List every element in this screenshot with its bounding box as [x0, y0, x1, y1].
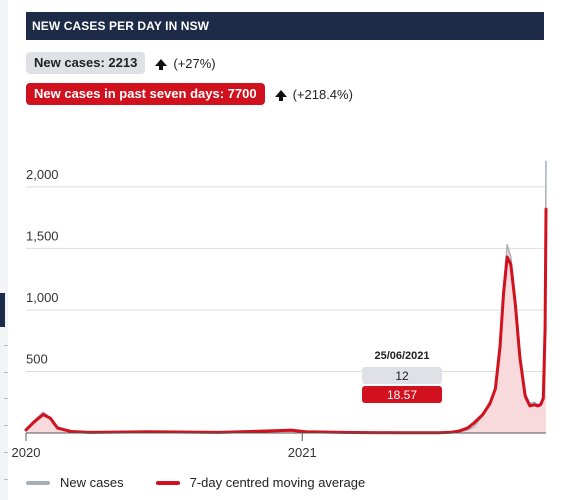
- legend-swatch-red: [155, 480, 180, 485]
- tooltip-average-box: [362, 386, 442, 403]
- seven-day-row: New cases in past seven days: 7700 (+218…: [26, 83, 353, 105]
- chart-axis: 500 1,000 1,500 2,000 2020 2021: [12, 167, 546, 460]
- x-tick-label: 2021: [288, 445, 317, 460]
- page-edge-tick: [4, 479, 8, 480]
- new-cases-line: [25, 160, 547, 434]
- legend-swatch-grey: [26, 480, 50, 485]
- new-cases-change-value: (+27%): [173, 55, 216, 71]
- y-tick-label: 500: [26, 351, 48, 366]
- seven-day-change-value: (+218.4%): [292, 86, 353, 102]
- tooltip-average: 18.57: [387, 388, 417, 402]
- chart-series-layer: [24, 160, 548, 435]
- x-tick-label: 2020: [12, 445, 41, 460]
- cases-line-chart[interactable]: 500 1,000 1,500 2,000 2020 2021 25/06/2021 12…: [0, 0, 562, 470]
- page-edge-tick: [4, 345, 8, 346]
- tooltip-new-cases: 12: [395, 369, 409, 383]
- new-cases-change: (+27%): [155, 55, 216, 71]
- page-edge-tick: [4, 425, 8, 426]
- seven-day-change: (+218.4%): [274, 86, 353, 102]
- tooltip-date: 25/06/2021: [374, 350, 429, 362]
- page-edge-tick: [4, 452, 8, 453]
- y-tick-label: 1,000: [26, 290, 59, 305]
- new-cases-badge: New cases: 2213: [26, 52, 146, 74]
- chart-grid: [26, 186, 546, 372]
- page-edge-tick: [4, 398, 8, 399]
- chart-header: NEW CASES PER DAY IN NSW: [26, 12, 544, 40]
- page-edge-tick: [4, 372, 8, 373]
- new-cases-row: New cases: 2213 (+27%): [26, 52, 216, 74]
- chart-tooltip: 25/06/2021 12 18.57: [362, 350, 442, 403]
- chart-legend: New cases 7-day centred moving average: [26, 475, 397, 490]
- arrow-up-icon: [274, 89, 287, 101]
- new-cases-area: [26, 160, 546, 433]
- legend-item-new-cases[interactable]: New cases: [26, 475, 124, 490]
- moving-average-line: [24, 207, 548, 435]
- y-tick-label: 1,500: [26, 228, 59, 243]
- legend-label-moving-average: 7-day centred moving average: [189, 475, 366, 490]
- legend-label-new-cases: New cases: [60, 475, 124, 490]
- tooltip-new-cases-box: [362, 367, 442, 384]
- page-edge-accent: [0, 293, 5, 327]
- legend-item-moving-average[interactable]: 7-day centred moving average: [155, 475, 366, 490]
- chart-area-layer: [26, 160, 546, 433]
- chart-title: NEW CASES PER DAY IN NSW: [32, 19, 210, 33]
- page-edge: [0, 0, 8, 500]
- arrow-up-icon: [155, 58, 168, 70]
- y-tick-label: 2,000: [26, 167, 59, 182]
- seven-day-badge: New cases in past seven days: 7700: [26, 83, 265, 105]
